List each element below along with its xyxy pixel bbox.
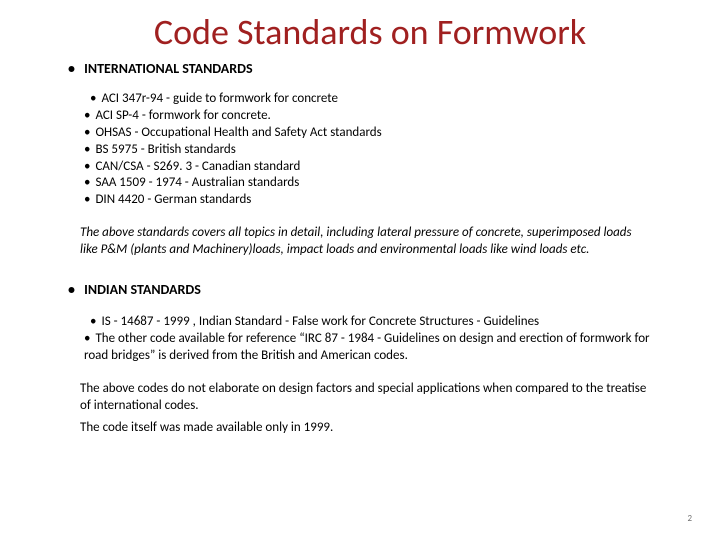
section-heading-text: INTERNATIONAL STANDARDS — [84, 60, 252, 77]
international-list: • ACI 347r-94 - guide to formwork for co… — [84, 91, 660, 209]
list-item-text: BS 5975 - British standards — [95, 142, 235, 157]
bullet-icon: • — [68, 281, 75, 298]
bullet-icon: • — [84, 108, 90, 125]
list-item-text: ACI 347r-94 - guide to formwork for conc… — [101, 91, 338, 106]
bullet-icon: • — [84, 331, 90, 348]
list-item: • ACI SP-4 - formwork for concrete. — [84, 108, 660, 125]
list-item: • CAN/CSA - S269. 3 - Canadian standard — [84, 159, 660, 176]
list-item-text: SAA 1509 - 1974 - Australian standards — [95, 175, 299, 190]
list-item: • BS 5975 - British standards — [84, 142, 660, 159]
list-item: • DIN 4420 - German standards — [84, 192, 660, 209]
list-item: • IS - 14687 - 1999 , Indian Standard - … — [90, 314, 660, 331]
bullet-icon: • — [84, 175, 90, 192]
bullet-icon: • — [84, 125, 90, 142]
slide-content: Code Standards on Formwork • INTERNATION… — [0, 0, 720, 463]
list-item-text: IS - 14687 - 1999 , Indian Standard - Fa… — [101, 314, 539, 329]
list-item: • SAA 1509 - 1974 - Australian standards — [84, 175, 660, 192]
list-item-text: OHSAS - Occupational Health and Safety A… — [95, 125, 381, 140]
bullet-icon: • — [68, 60, 75, 77]
section-heading-text: INDIAN STANDARDS — [84, 281, 201, 298]
bullet-icon: • — [84, 159, 90, 176]
section2-paragraph2: The code itself was made available only … — [80, 420, 650, 437]
bullet-icon: • — [84, 142, 90, 159]
list-item: • OHSAS - Occupational Health and Safety… — [84, 125, 660, 142]
list-item: • ACI 347r-94 - guide to formwork for co… — [90, 91, 660, 108]
bullet-icon: • — [90, 314, 96, 331]
list-item-text: The other code available for reference “… — [84, 331, 650, 363]
section-indian-heading: • INDIAN STANDARDS — [68, 281, 660, 298]
section-international-heading: • INTERNATIONAL STANDARDS — [68, 60, 660, 77]
slide-title: Code Standards on Formwork — [80, 10, 660, 54]
list-item-text: ACI SP-4 - formwork for concrete. — [95, 108, 270, 123]
bullet-icon: • — [90, 91, 96, 108]
section1-paragraph: The above standards covers all topics in… — [80, 225, 650, 259]
list-item-text: CAN/CSA - S269. 3 - Canadian standard — [95, 159, 300, 174]
bullet-icon: • — [84, 192, 90, 209]
list-item-text: DIN 4420 - German standards — [95, 192, 251, 207]
list-item: • The other code available for reference… — [84, 331, 660, 365]
indian-list: • IS - 14687 - 1999 , Indian Standard - … — [84, 314, 660, 365]
section2-paragraph1: The above codes do not elaborate on desi… — [80, 381, 650, 415]
page-number: 2 — [687, 513, 692, 524]
